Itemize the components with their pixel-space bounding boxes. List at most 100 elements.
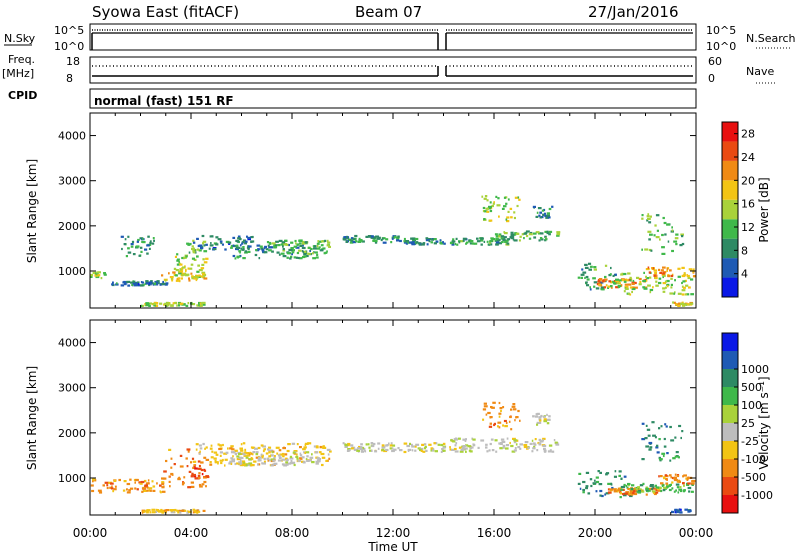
range-cell xyxy=(188,251,191,254)
range-cell xyxy=(459,240,464,243)
range-cell xyxy=(544,235,547,238)
range-cell xyxy=(648,221,652,224)
range-cell xyxy=(403,237,406,241)
range-cell xyxy=(194,467,198,470)
power-colorbar-segment xyxy=(722,199,738,220)
velocity-colorbar-tick-label: 25 xyxy=(741,417,755,430)
range-cell xyxy=(298,249,302,252)
range-cell xyxy=(203,480,207,484)
range-cell xyxy=(585,275,589,279)
range-cell xyxy=(179,465,184,468)
range-cell xyxy=(142,510,145,513)
range-cell xyxy=(688,286,691,289)
range-cell xyxy=(295,256,298,259)
range-cell xyxy=(484,210,488,213)
range-cell xyxy=(255,451,259,454)
range-cell xyxy=(629,293,632,296)
range-cell xyxy=(510,231,514,234)
range-cell xyxy=(197,467,202,470)
range-cell xyxy=(198,269,203,272)
range-cell xyxy=(178,301,182,305)
power-colorbar-segment xyxy=(722,238,738,259)
range-cell xyxy=(290,247,294,250)
range-cell xyxy=(291,253,293,256)
range-cell xyxy=(146,252,149,255)
y-tick-label: 3000 xyxy=(58,175,86,188)
velocity-colorbar-tick-label: -25 xyxy=(741,435,759,448)
range-cell xyxy=(217,443,220,446)
range-cell xyxy=(203,244,206,247)
range-cell xyxy=(289,257,292,260)
range-cell xyxy=(514,232,518,235)
range-cell xyxy=(183,476,186,479)
range-cell xyxy=(248,462,253,465)
range-cell xyxy=(168,272,170,275)
range-cell xyxy=(147,235,150,238)
range-cell xyxy=(299,452,302,455)
range-cell xyxy=(219,240,223,243)
range-cell xyxy=(515,443,518,446)
range-cell xyxy=(519,419,521,422)
range-cell xyxy=(264,251,268,254)
range-cell xyxy=(677,267,681,270)
range-cell xyxy=(625,279,629,282)
range-cell xyxy=(661,484,664,487)
range-cell xyxy=(360,443,363,446)
range-cell xyxy=(506,216,510,219)
range-cell xyxy=(607,482,611,485)
range-cell xyxy=(480,237,484,240)
range-cell xyxy=(315,446,319,449)
range-cell xyxy=(654,491,659,494)
range-cell xyxy=(200,275,204,278)
range-cell xyxy=(183,256,187,259)
range-cell xyxy=(240,462,243,465)
range-cell xyxy=(151,511,156,514)
range-cell xyxy=(604,264,608,267)
range-cell xyxy=(500,237,504,240)
range-cell xyxy=(609,488,614,491)
range-cell xyxy=(199,447,203,450)
range-cell xyxy=(267,459,270,462)
range-cell xyxy=(281,452,285,456)
range-cell xyxy=(503,236,507,239)
range-cell xyxy=(532,205,536,208)
range-cell xyxy=(521,233,524,236)
range-cell xyxy=(227,447,229,450)
range-cell xyxy=(495,235,499,238)
range-cell xyxy=(350,447,354,450)
range-cell xyxy=(140,304,143,307)
range-cell xyxy=(278,449,282,452)
range-cell xyxy=(391,447,394,450)
velocity-colorbar-segment xyxy=(722,387,738,405)
range-cell xyxy=(403,442,408,445)
range-cell xyxy=(139,482,143,485)
range-cell xyxy=(546,230,549,233)
range-cell xyxy=(123,480,127,483)
range-cell xyxy=(465,450,467,453)
range-cell xyxy=(519,235,522,238)
range-cell xyxy=(304,241,308,244)
range-cell xyxy=(436,240,439,243)
range-cell xyxy=(319,249,324,252)
range-cell xyxy=(540,216,544,219)
range-cell xyxy=(397,235,400,238)
range-cell xyxy=(616,282,620,285)
range-cell xyxy=(327,241,331,244)
range-cell xyxy=(679,486,682,489)
range-cell xyxy=(692,268,695,271)
range-cell xyxy=(312,257,316,260)
range-cell xyxy=(597,470,600,473)
range-cell xyxy=(642,279,646,283)
range-cell xyxy=(623,475,627,478)
range-cell xyxy=(658,456,661,459)
range-cell xyxy=(170,304,174,307)
range-cell xyxy=(442,241,444,244)
range-cell xyxy=(243,453,246,456)
range-cell xyxy=(498,235,501,238)
range-cell xyxy=(489,240,493,243)
range-cell xyxy=(142,237,144,240)
range-cell xyxy=(257,446,261,450)
range-cell xyxy=(517,196,520,199)
